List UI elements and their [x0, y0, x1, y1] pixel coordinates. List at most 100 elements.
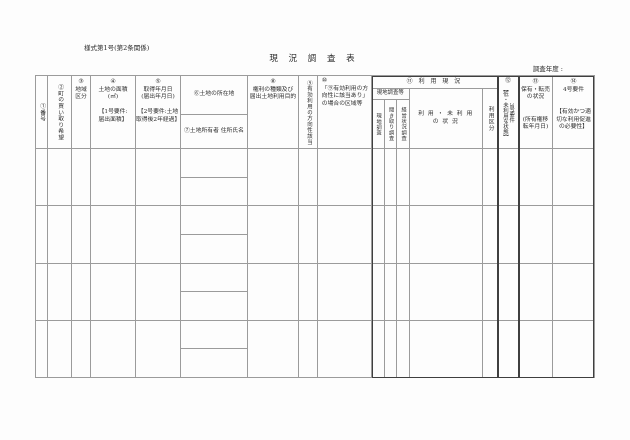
header-requirement3: ⑫ 3号要件 【低・未利用な状態】	[498, 76, 519, 149]
table-cell	[519, 206, 553, 264]
table-body	[36, 149, 594, 378]
table-row	[36, 149, 594, 207]
location-subcell	[181, 321, 247, 350]
table-cell	[91, 263, 136, 321]
table-cell	[48, 206, 72, 264]
header-requirement3-number: ⑫	[505, 78, 511, 84]
location-subcell	[181, 206, 247, 235]
table-cell	[483, 320, 498, 378]
table-cell	[384, 149, 397, 207]
table-cell	[498, 206, 519, 264]
table-cell	[384, 206, 397, 264]
table-cell	[519, 320, 553, 378]
table-cell	[248, 206, 299, 264]
table-cell	[498, 149, 519, 207]
table-cell-location-owner	[181, 320, 248, 378]
table-cell	[318, 149, 372, 207]
header-number: ①番号	[36, 76, 48, 149]
table-cell	[48, 149, 72, 207]
table-cell	[72, 263, 91, 321]
owner-subcell	[181, 178, 247, 206]
header-field-survey: 現地調査	[372, 100, 385, 149]
header-usage-status: ⑪ 利 用 現 況	[372, 76, 498, 89]
table-cell	[72, 149, 91, 207]
table-cell	[397, 320, 410, 378]
table-cell	[299, 206, 318, 264]
table-cell	[299, 149, 318, 207]
table-cell	[483, 206, 498, 264]
header-acquisition-date: ⑤ 取得年月日 (届出年月日) 【2号要件:土地 取得後2年経過】	[136, 76, 181, 149]
table-cell	[48, 320, 72, 378]
table-row	[36, 320, 594, 378]
header-management-survey: 経営状況調査	[397, 100, 410, 149]
table-cell	[498, 263, 519, 321]
header-requirement4: ⑭ 4号要件 【有効かつ適 切な利用促進 の必要性】	[553, 76, 594, 149]
header-area-class: ③ 地域 区分	[72, 76, 91, 149]
table-row	[36, 206, 594, 264]
table-cell	[483, 149, 498, 207]
header-usage-class: 利用区分	[483, 89, 498, 149]
form-number: 様式第1号(第2条関係)	[84, 44, 150, 52]
table-cell	[409, 149, 483, 207]
table-cell	[397, 263, 410, 321]
location-subcell	[181, 264, 247, 293]
table-cell	[91, 149, 136, 207]
table-cell	[372, 206, 385, 264]
table-cell	[36, 206, 48, 264]
table-cell	[136, 263, 181, 321]
table-cell	[136, 206, 181, 264]
table-cell	[384, 263, 397, 321]
header-used-unused-status: 利 用 ・ 未 利 用 の 状 況	[409, 89, 483, 149]
table-cell	[136, 320, 181, 378]
table-cell	[519, 263, 553, 321]
owner-subcell	[181, 349, 247, 377]
table-cell	[299, 263, 318, 321]
table-cell	[48, 263, 72, 321]
current-status-table: ①番号 ②町の買い取り希望 ③ 地域 区分 ④ 土地の面積 (㎡) 【1号要件:…	[35, 75, 595, 378]
table-cell	[318, 263, 372, 321]
header-town-purchase-wish: ②町の買い取り希望	[48, 76, 72, 149]
table-cell	[372, 263, 385, 321]
owner-subcell	[181, 292, 247, 320]
header-land-location: ⑥土地の所在地	[181, 76, 248, 115]
owner-subcell	[181, 235, 247, 263]
table-cell	[299, 320, 318, 378]
table-cell	[36, 320, 48, 378]
table-cell	[397, 149, 410, 207]
header-requirement3-text: 3号要件 【低・未利用な状態】	[502, 85, 515, 140]
table-cell	[553, 321, 594, 378]
table-cell	[384, 320, 397, 378]
table-cell	[409, 320, 483, 378]
table-cell	[553, 206, 594, 264]
table-cell	[91, 206, 136, 264]
header-holding-resale: ⑬ 保有・転売 の状況 (所有権移 転年月日)	[519, 76, 553, 149]
table-cell	[409, 263, 483, 321]
table-header: ①番号 ②町の買い取り希望 ③ 地域 区分 ④ 土地の面積 (㎡) 【1号要件:…	[36, 76, 594, 149]
table-cell	[553, 149, 594, 207]
header-interview-survey: 聞き取り調査	[384, 100, 397, 149]
table-cell-location-owner	[181, 263, 248, 321]
header-land-owner: ⑦土地所有者 住所氏名	[181, 115, 248, 149]
table-cell	[248, 149, 299, 207]
table-cell	[372, 149, 385, 207]
table-cell-location-owner	[181, 149, 248, 207]
table-cell	[498, 320, 519, 378]
table-row	[36, 263, 594, 321]
header-right-type: ⑧ 権利の種類及び 届出土地利用目的	[248, 76, 299, 149]
page-title: 現 況 調 査 表	[269, 54, 359, 64]
table-cell	[409, 206, 483, 264]
table-cell	[36, 149, 48, 207]
table-cell	[318, 320, 372, 378]
table-cell	[36, 263, 48, 321]
table-cell	[519, 149, 553, 207]
table-cell	[397, 206, 410, 264]
table-cell	[91, 320, 136, 378]
header-land-area: ④ 土地の面積 (㎡) 【1号要件: 届出面積】	[91, 76, 136, 149]
location-subcell	[181, 149, 247, 178]
header-applicable-area: ⑩ 「⑨有効利用の方 向性に該当あり」 の場合の区域等	[318, 76, 372, 149]
table-cell	[318, 206, 372, 264]
table-cell-location-owner	[181, 206, 248, 264]
table-cell	[483, 263, 498, 321]
survey-year-label: 調査年度 :	[532, 65, 563, 73]
